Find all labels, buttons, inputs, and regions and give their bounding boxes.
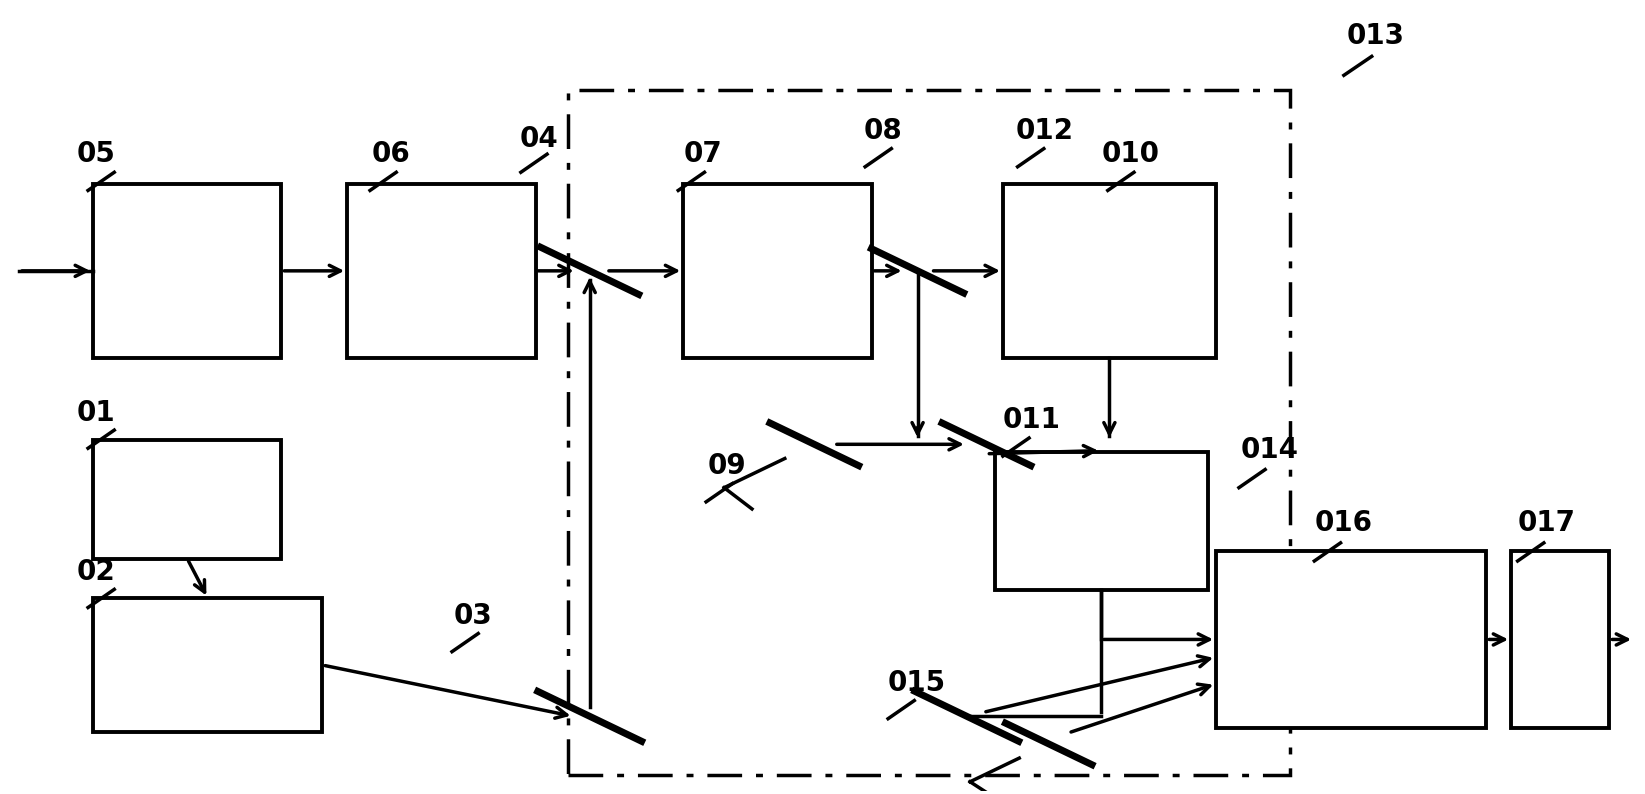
Bar <box>1512 551 1609 728</box>
Text: 012: 012 <box>1017 117 1074 145</box>
Bar <box>1216 551 1487 728</box>
Text: 017: 017 <box>1518 509 1576 538</box>
Text: 010: 010 <box>1101 141 1160 168</box>
Text: 015: 015 <box>888 669 946 696</box>
Bar <box>1003 184 1216 357</box>
Bar <box>94 598 322 732</box>
Text: 016: 016 <box>1314 509 1372 538</box>
Text: 09: 09 <box>707 452 747 480</box>
Bar <box>995 453 1207 590</box>
Bar <box>347 184 536 357</box>
Text: 013: 013 <box>1347 22 1405 50</box>
Text: 014: 014 <box>1240 436 1298 464</box>
Text: 08: 08 <box>864 117 901 145</box>
Text: 07: 07 <box>683 141 722 168</box>
Text: 011: 011 <box>1003 406 1061 434</box>
Bar <box>683 184 872 357</box>
Text: 02: 02 <box>77 558 115 586</box>
Text: 03: 03 <box>454 602 492 630</box>
Bar <box>94 441 281 559</box>
Text: 01: 01 <box>77 399 115 427</box>
Bar <box>569 90 1290 776</box>
Text: 05: 05 <box>77 141 115 168</box>
Text: 06: 06 <box>372 141 410 168</box>
Text: 04: 04 <box>520 125 558 152</box>
Bar <box>94 184 281 357</box>
